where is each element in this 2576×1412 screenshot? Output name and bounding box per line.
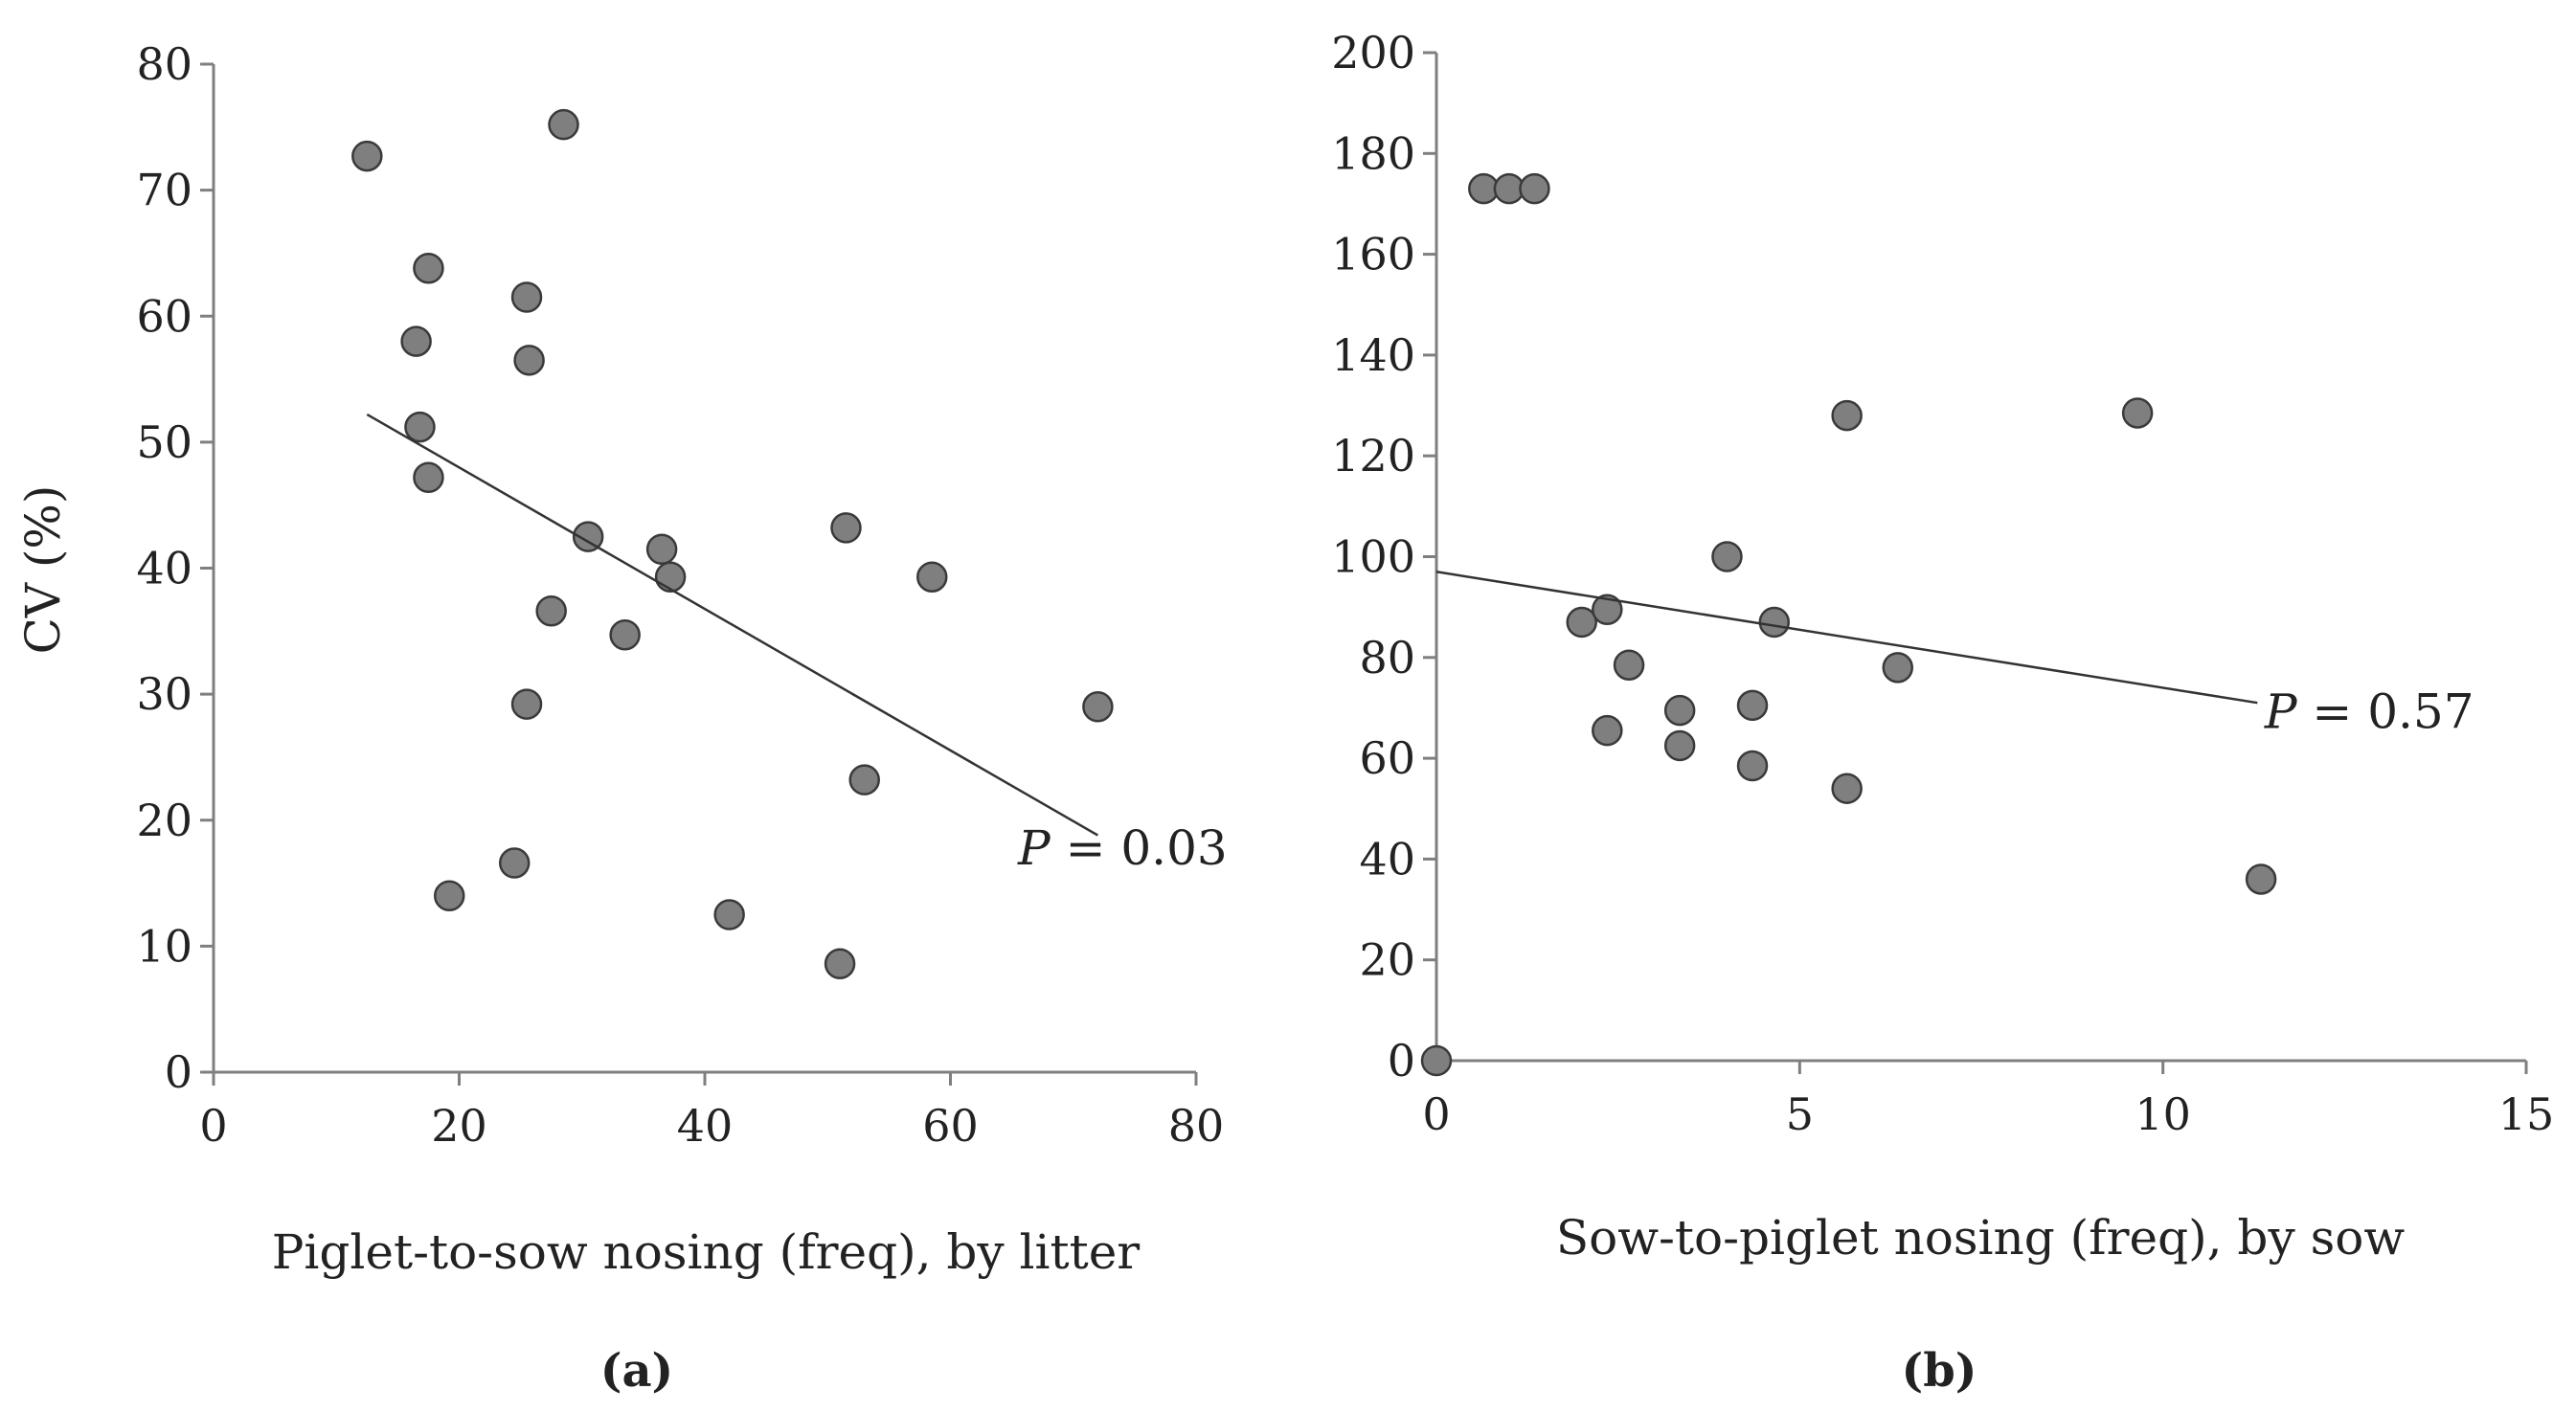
panel-b-data-point xyxy=(1711,541,1743,572)
panel-b-data-point xyxy=(1831,773,1863,804)
panel-b-y-tick-label: 80 xyxy=(1359,632,1415,684)
panel-b-points xyxy=(1420,172,2277,1077)
panel-a-data-point xyxy=(404,411,436,443)
panel-a-x-tick-label: 60 xyxy=(922,1100,979,1152)
panel-b-ticks: 0 20 40 60 80 100 120 140 160 180 200 0 5 10 15 xyxy=(1331,27,2554,1140)
panel-a-y-tick-label: 70 xyxy=(136,165,192,216)
panel-a-x-tick-label: 80 xyxy=(1168,1100,1225,1152)
panel-a-y-tick-label: 50 xyxy=(136,416,192,468)
panel-a-y-tick-label: 10 xyxy=(136,920,192,972)
panel-b-y-tick-label: 160 xyxy=(1331,229,1415,280)
panel-a-data-point xyxy=(413,252,444,284)
panel-b-data-point xyxy=(1613,649,1645,681)
panel-b-x-tick-label: 15 xyxy=(2498,1088,2555,1140)
panel-b-data-point xyxy=(1758,606,1791,639)
panel-b-y-tick-label: 60 xyxy=(1359,732,1415,784)
panel-a-data-point xyxy=(510,688,543,720)
panel-a-data-point xyxy=(1082,691,1114,723)
panel-a-label: (a) xyxy=(600,1344,674,1398)
panel-b-data-point xyxy=(1736,750,1769,782)
panel-a-trendline xyxy=(366,413,1099,837)
panel-a-x-tick-label: 20 xyxy=(431,1100,487,1152)
panel-b-data-point xyxy=(1831,399,1863,432)
panel-a-y-tick-label: 60 xyxy=(136,290,192,342)
panel-b-y-tick-label: 100 xyxy=(1331,531,1415,583)
panel-a-y-tick-label: 80 xyxy=(136,38,192,90)
panel-b-y-tick-label: 20 xyxy=(1359,934,1415,986)
panel-a-data-point xyxy=(513,345,545,376)
panel-b-data-point xyxy=(2121,397,2154,429)
panel-b-y-tick-label: 0 xyxy=(1388,1035,1415,1087)
panel-a-x-tick-label: 0 xyxy=(199,1100,227,1152)
panel-b-x-tick-label: 10 xyxy=(2135,1088,2191,1140)
panel-b-data-point xyxy=(1592,714,1623,747)
panel-a-data-point xyxy=(654,561,687,593)
panel-a-data-point xyxy=(510,281,543,313)
panel-b-y-tick-label: 180 xyxy=(1331,127,1415,179)
panel-b-y-tick-label: 140 xyxy=(1331,329,1415,381)
panel-a-data-point xyxy=(498,847,531,879)
panel-b-label: (b) xyxy=(1902,1344,1977,1398)
panel-b-y-tick-label: 200 xyxy=(1331,27,1415,78)
panel-b-p-value: P = 0.57 xyxy=(2264,684,2474,740)
panel-a-p-value: P = 0.03 xyxy=(1017,820,1228,876)
panel-a-y-tick-label: 30 xyxy=(136,668,192,720)
panel-b-data-point xyxy=(1736,689,1769,722)
panel-a-ticks: 0 10 20 30 40 50 60 70 80 0 20 40 60 80 xyxy=(136,38,1224,1152)
panel-b-x-tick-label: 5 xyxy=(1786,1088,1814,1140)
panel-b-trendline xyxy=(1435,571,2258,705)
panel-a-data-point xyxy=(830,512,862,544)
panel-a-data-point xyxy=(609,619,641,651)
panel-a-data-point xyxy=(433,880,465,911)
panel-a-y-tick-label: 0 xyxy=(165,1046,192,1098)
panel-a-x-axis-title: Piglet-to-sow nosing (freq), by litter xyxy=(272,1224,1141,1280)
panel-b-data-point xyxy=(1566,606,1597,639)
panel-b-data-point xyxy=(1663,694,1696,727)
chart-panel-a: 0 10 20 30 40 50 60 70 80 0 20 40 60 80 P = 0.03 CV (… xyxy=(15,38,1228,1398)
panel-b-y-tick-label: 40 xyxy=(1359,833,1415,885)
panel-a-points xyxy=(351,108,1114,980)
panel-a-data-point xyxy=(351,140,383,172)
panel-a-data-point xyxy=(413,461,444,493)
panel-a-data-point xyxy=(848,764,880,796)
panel-a-y-tick-label: 20 xyxy=(136,795,192,846)
panel-a-y-axis-title: CV (%) xyxy=(15,485,71,655)
panel-a-data-point xyxy=(572,521,604,552)
panel-b-data-point xyxy=(1592,594,1623,626)
panel-b-x-tick-label: 0 xyxy=(1422,1088,1450,1140)
panel-b-y-tick-label: 120 xyxy=(1331,430,1415,482)
panel-b-data-point xyxy=(2245,863,2277,895)
panel-a-y-tick-label: 40 xyxy=(136,543,192,594)
panel-a-x-tick-label: 40 xyxy=(677,1100,734,1152)
panel-b-data-point xyxy=(1420,1044,1453,1077)
panel-b-x-axis-title: Sow-to-piglet nosing (freq), by sow xyxy=(1556,1210,2405,1266)
panel-a-data-point xyxy=(645,533,678,566)
panel-a-data-point xyxy=(535,595,567,627)
panel-b-data-point xyxy=(1519,172,1550,205)
panel-a-data-point xyxy=(916,561,948,593)
panel-a-data-point xyxy=(548,108,579,141)
panel-a-data-point xyxy=(400,325,432,357)
chart-panel-b: 0 20 40 60 80 100 120 140 160 180 200 0 5 10 15 P = 0.… xyxy=(1331,27,2554,1398)
panel-a-data-point xyxy=(824,948,856,980)
panel-b-data-point xyxy=(1663,729,1696,762)
panel-a-data-point xyxy=(713,899,745,930)
panel-b-data-point xyxy=(1882,652,1914,684)
